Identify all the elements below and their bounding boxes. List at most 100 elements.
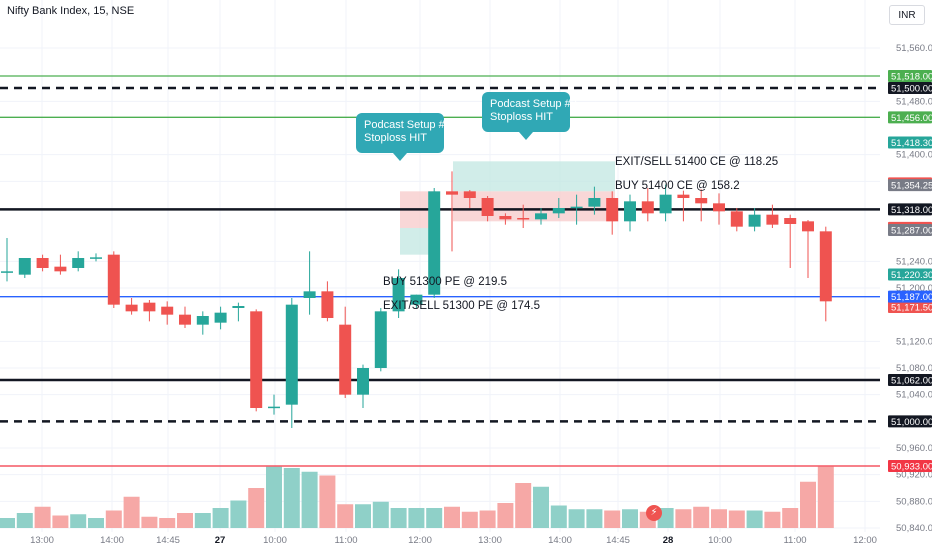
- price-tag-label: 51,354.25: [891, 181, 932, 192]
- candle: [428, 188, 441, 298]
- volume-bar: [266, 466, 282, 528]
- candle: [1, 238, 13, 282]
- price-tag-bg: [888, 70, 932, 82]
- time-tick-label: 14:45: [606, 535, 630, 546]
- candle: [339, 306, 352, 398]
- volume-bar: [497, 503, 514, 528]
- price-tick-label: 51,200.00: [896, 283, 932, 294]
- price-tick-label: 50,840.00: [896, 523, 932, 534]
- volume-bar: [675, 509, 692, 528]
- price-tag: 51,500.00: [888, 82, 932, 95]
- time-tick-label: 14:00: [548, 535, 572, 546]
- volume-bars: [0, 466, 834, 528]
- volume-bar: [319, 475, 336, 528]
- time-tick-label: 14:00: [100, 535, 124, 546]
- volume-bar: [0, 518, 15, 528]
- callout-text: Stoploss HIT: [490, 111, 553, 123]
- price-tag: 51,000.00: [888, 415, 932, 428]
- candle-body: [161, 306, 174, 315]
- price-tag-bg: [888, 82, 932, 94]
- time-tick-label: 10:00: [708, 535, 732, 546]
- volume-bar: [461, 511, 478, 528]
- volume-bar: [141, 516, 158, 528]
- trade-label: EXIT/SELL 51400 CE @ 118.25: [615, 156, 778, 168]
- candlesticks: [1, 171, 832, 428]
- candle: [784, 214, 797, 268]
- price-tick-label: 51,240.00: [896, 256, 932, 267]
- price-tag: 51,062.00: [888, 374, 932, 387]
- price-tag-bg: [888, 374, 932, 386]
- callout-background: [482, 92, 570, 132]
- volume-bar: [177, 513, 193, 528]
- candle-body: [784, 218, 797, 224]
- candle: [232, 302, 245, 322]
- volume-bar: [248, 488, 265, 528]
- time-tick-label: 28: [663, 535, 674, 546]
- price-tick-label: 50,960.00: [896, 443, 932, 454]
- candle: [374, 308, 387, 372]
- price-tick-label: 51,480.00: [896, 96, 932, 107]
- volume-bar: [568, 509, 585, 528]
- volume-bar: [212, 508, 229, 528]
- volume-bar: [105, 510, 122, 528]
- candle: [624, 194, 636, 232]
- candle: [446, 171, 458, 252]
- candle-body: [250, 311, 263, 408]
- candle: [90, 253, 102, 262]
- chart-title: Nifty Bank Index, 15, NSE: [7, 5, 135, 17]
- candle-body: [730, 211, 743, 227]
- candle-body: [321, 291, 334, 318]
- volume-bar: [337, 504, 354, 528]
- candle: [179, 306, 191, 328]
- zone-setup2-loss: [453, 191, 615, 222]
- candle-body: [766, 214, 779, 225]
- candle-body: [695, 198, 708, 204]
- price-tick-label: 51,080.00: [896, 363, 932, 374]
- candle-body: [1, 271, 13, 273]
- candle-body: [819, 231, 832, 302]
- candle-body: [499, 216, 512, 220]
- candle: [517, 204, 530, 228]
- volume-bar: [123, 496, 140, 528]
- lightning-icon[interactable]: ⚡: [646, 505, 662, 521]
- price-tag: 50,933.00: [888, 460, 932, 473]
- time-tick-label: 12:00: [408, 535, 432, 546]
- candle: [161, 301, 174, 325]
- price-tick-label: 51,400.00: [896, 150, 932, 161]
- price-tag-label: 51,456.00: [891, 113, 932, 124]
- price-tag-label: 51,220.30: [891, 270, 932, 281]
- volume-bar: [426, 508, 443, 528]
- time-tick-label: 11:00: [783, 535, 806, 546]
- candle: [819, 226, 832, 322]
- candle: [641, 188, 654, 222]
- volume-bar: [390, 508, 407, 528]
- candle-body: [606, 198, 619, 222]
- price-tick-label: 51,560.00: [896, 43, 932, 54]
- volume-bar: [746, 510, 763, 528]
- volume-bar: [444, 506, 460, 528]
- candle-body: [179, 314, 191, 325]
- callout-text: Podcast Setup #1: [364, 119, 451, 131]
- volume-bar: [194, 513, 211, 528]
- volume-bar: [355, 504, 371, 528]
- volume-bar: [515, 483, 532, 528]
- candle-body: [90, 257, 102, 259]
- currency-selector[interactable]: INR: [889, 5, 925, 25]
- price-tag-bg: [888, 301, 932, 313]
- candle: [214, 306, 227, 330]
- candle-body: [463, 191, 476, 198]
- volume-bar: [34, 506, 51, 528]
- time-tick-label: 13:00: [30, 535, 54, 546]
- candle: [588, 186, 601, 215]
- candle-body: [357, 368, 369, 395]
- price-tick-label: 51,040.00: [896, 390, 932, 401]
- trade-label: EXIT/SELL 51300 PE @ 174.5: [383, 300, 540, 312]
- volume-bar: [533, 486, 549, 528]
- callout-pointer: [519, 132, 533, 140]
- candle-body: [196, 316, 209, 325]
- candle-body: [214, 312, 227, 323]
